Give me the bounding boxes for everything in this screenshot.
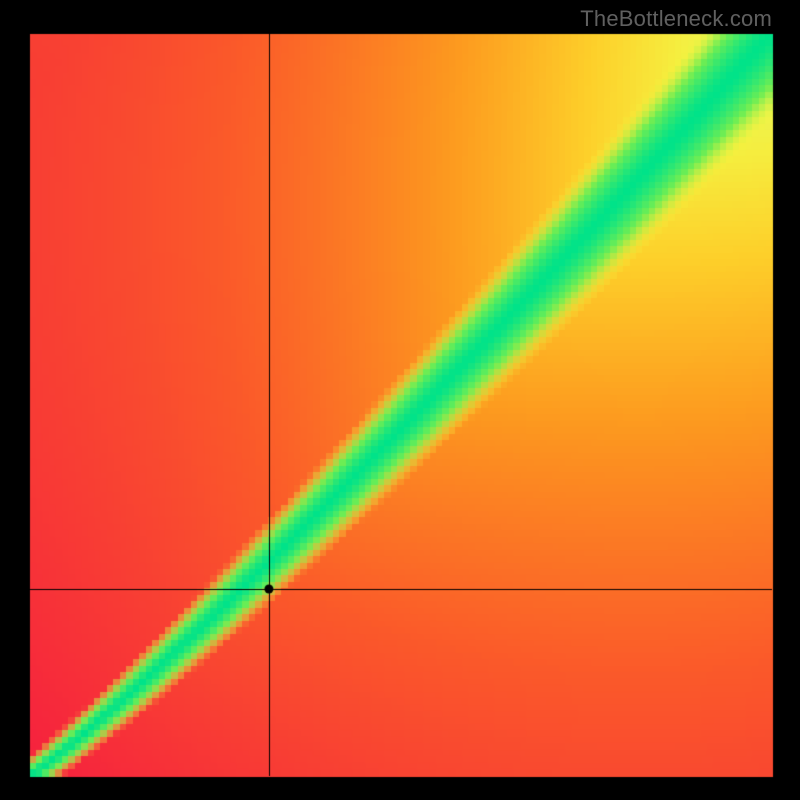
watermark-label: TheBottleneck.com: [580, 6, 772, 32]
bottleneck-heatmap: [0, 0, 800, 800]
chart-container: { "meta": { "source_label": "TheBottlene…: [0, 0, 800, 800]
